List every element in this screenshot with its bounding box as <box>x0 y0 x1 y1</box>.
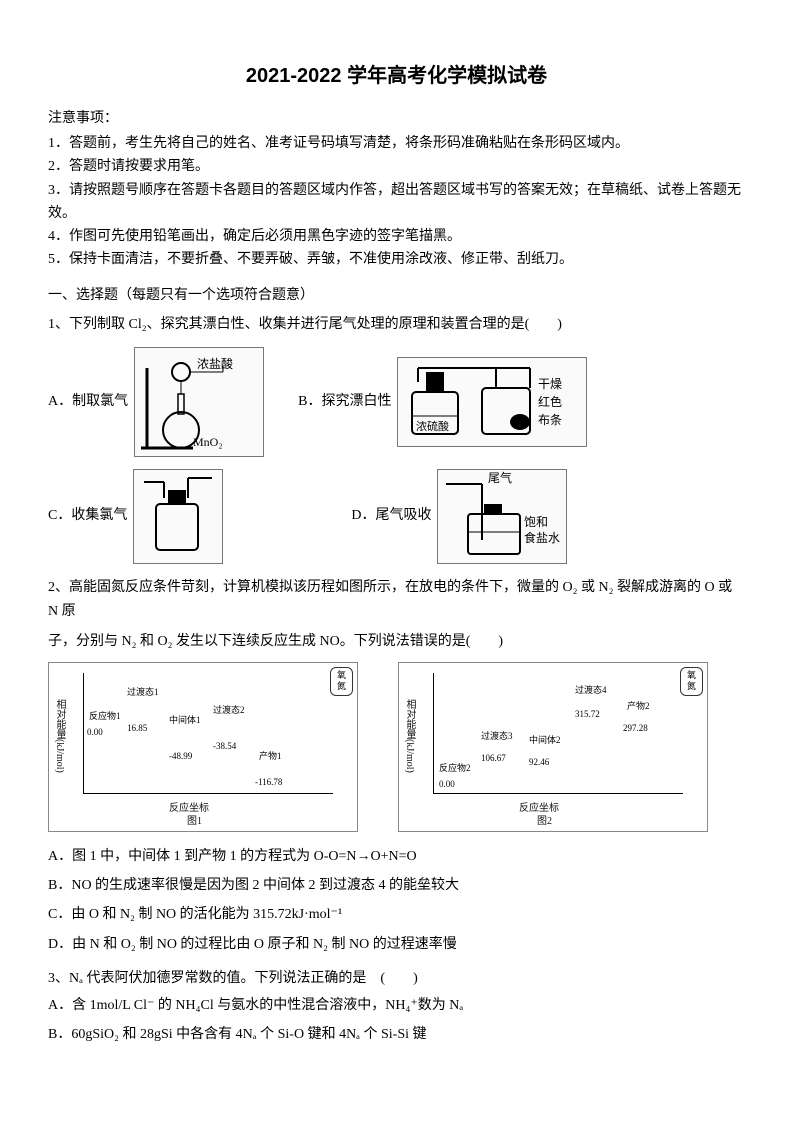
q2-text1: 2、高能固氮反应条件苛刻，计算机模拟该历程如图所示，在放电的条件下，微量的 O₂… <box>48 576 745 624</box>
c1-v4: -116.78 <box>255 775 282 789</box>
notice-4: 4．作图可先使用铅笔画出，确定后必须用黑色字迹的签字笔描黑。 <box>48 225 745 248</box>
q1-a-top-text: 浓盐酸 <box>197 356 233 371</box>
q2-chart-1: 相对能量(kJ/mol) 氧 氮 反应物1 0.00 过渡态1 16.85 中间… <box>48 662 358 832</box>
q2-opt-c: C．由 O 和 N₂ 制 NO 的活化能为 315.72kJ·mol⁻¹ <box>48 900 745 929</box>
c1-legend: 氧 氮 <box>330 667 353 696</box>
q1-d-top: 尾气 <box>488 470 512 485</box>
question-1: 1、下列制取 Cl₂、探究其漂白性、收集并进行尾气处理的原理和装置合理的是( )… <box>48 313 745 564</box>
c1-legend-o: 氧 <box>337 670 346 682</box>
c1-ts2: 过渡态2 <box>213 703 245 717</box>
q2-text2: 子，分别与 N₂ 和 O₂ 发生以下连续反应生成 NO。下列说法错误的是( ) <box>48 630 745 654</box>
notice-3: 3．请按照题号顺序在答题卡各题目的答题区域内作答，超出答题区域书写的答案无效；在… <box>48 179 745 225</box>
q1-d-mid: 饱和 <box>524 514 548 529</box>
q1-b-left: 浓硫酸 <box>416 419 449 433</box>
c2-zero: 0.00 <box>439 777 455 791</box>
q1-b-diagram: 浓硫酸 干燥 红色 布条 <box>397 357 587 447</box>
q1-a-label: A．制取氯气 <box>48 391 128 413</box>
q1-b-r3: 布条 <box>538 413 562 427</box>
c1-v2: -48.99 <box>169 749 192 763</box>
q2-opt-a: A．图 1 中，中间体 1 到产物 1 的方程式为 O-O=N→O+N=O <box>48 842 745 871</box>
notice-2: 2．答题时请按要求用笔。 <box>48 155 745 178</box>
c1-zero: 0.00 <box>87 725 103 739</box>
c1-ts1: 过渡态1 <box>127 685 159 699</box>
c2-prod: 产物2 <box>627 699 650 713</box>
c2-ts4: 过渡态4 <box>575 683 607 697</box>
q3-opt-b: B．60gSiO₂ 和 28gSi 中各含有 4Nₐ 个 Si-O 键和 4Nₐ… <box>48 1020 745 1049</box>
q1-d-label: D．尾气吸收 <box>351 505 431 527</box>
notice-1: 1．答题前，考生先将自己的姓名、准考证号码填写清楚，将条形码准确粘贴在条形码区域… <box>48 132 745 155</box>
q1-opt-c: C．收集氯气 <box>48 469 223 564</box>
section-1-head: 一、选择题（每题只有一个选项符合题意） <box>48 285 745 307</box>
q2-opt-b: B．NO 的生成速率很慢是因为图 2 中间体 2 到过渡态 4 的能垒较大 <box>48 871 745 900</box>
c1-v3: -38.54 <box>213 739 236 753</box>
q2-opt-d: D．由 N 和 O₂ 制 NO 的过程比由 O 原子和 N₂ 制 NO 的过程速… <box>48 930 745 959</box>
c2-legend-n: 氮 <box>687 681 696 693</box>
c2-legend: 氧 氮 <box>680 667 703 696</box>
notice-list: 1．答题前，考生先将自己的姓名、准考证号码填写清楚，将条形码准确粘贴在条形码区域… <box>48 132 745 271</box>
c2-legend-o: 氧 <box>687 670 696 682</box>
c2-v2: 92.46 <box>529 755 549 769</box>
c2-v1: 106.67 <box>481 751 506 765</box>
q2-charts: 相对能量(kJ/mol) 氧 氮 反应物1 0.00 过渡态1 16.85 中间… <box>48 662 745 832</box>
q1-c-diagram <box>133 469 223 564</box>
question-2: 2、高能固氮反应条件苛刻，计算机模拟该历程如图所示，在放电的条件下，微量的 O₂… <box>48 576 745 959</box>
q1-a-diagram: 浓盐酸 MnO₂ <box>134 347 264 457</box>
q1-row-ab: A．制取氯气 浓盐酸 MnO₂ B．探究漂白性 <box>48 347 745 457</box>
notice-head: 注意事项： <box>48 108 745 130</box>
q1-d-bot: 食盐水 <box>524 530 560 545</box>
c2-sub: 图2 <box>537 814 552 830</box>
q1-opt-d: D．尾气吸收 尾气 饱和 食盐水 <box>351 469 567 564</box>
q1-opt-a: A．制取氯气 浓盐酸 MnO₂ <box>48 347 264 457</box>
c2-v3: 315.72 <box>575 707 600 721</box>
c1-legend-n: 氮 <box>337 681 346 693</box>
c2-mid2: 中间体2 <box>529 733 561 747</box>
c1-sub: 图1 <box>187 814 202 830</box>
question-3: 3、Nₐ 代表阿伏加德罗常数的值。下列说法正确的是 ( ) A．含 1mol/L… <box>48 967 745 1050</box>
c2-ylabel: 相对能量(kJ/mol) <box>401 699 417 773</box>
c2-reactant: 反应物2 <box>439 761 471 775</box>
q3-opt-a: A．含 1mol/L Cl⁻ 的 NH₄Cl 与氨水的中性混合溶液中，NH₄⁺数… <box>48 991 745 1020</box>
c2-ts3: 过渡态3 <box>481 729 513 743</box>
q3-text: 3、Nₐ 代表阿伏加德罗常数的值。下列说法正确的是 ( ) <box>48 967 745 991</box>
q1-c-label: C．收集氯气 <box>48 505 127 527</box>
q2-chart-2: 相对能量(kJ/mol) 氧 氮 反应物2 0.00 过渡态3 106.67 中… <box>398 662 708 832</box>
c1-v1: 16.85 <box>127 721 147 735</box>
q1-b-r1: 干燥 <box>538 377 562 391</box>
c1-ylabel: 相对能量(kJ/mol) <box>51 699 67 773</box>
page-title: 2021-2022 学年高考化学模拟试卷 <box>48 60 745 92</box>
c1-prod: 产物1 <box>259 749 282 763</box>
q1-opt-b: B．探究漂白性 浓硫酸 干燥 红色 布条 <box>298 357 587 447</box>
c1-mid1: 中间体1 <box>169 713 201 727</box>
q1-b-r2: 红色 <box>538 394 562 409</box>
q1-text: 1、下列制取 Cl₂、探究其漂白性、收集并进行尾气处理的原理和装置合理的是( ) <box>48 313 745 337</box>
q1-d-diagram: 尾气 饱和 食盐水 <box>437 469 567 564</box>
c1-reactant: 反应物1 <box>89 709 121 723</box>
c2-v4: 297.28 <box>623 721 648 735</box>
q1-a-bot-text: MnO₂ <box>193 435 223 449</box>
q1-b-label: B．探究漂白性 <box>298 391 391 413</box>
notice-5: 5．保持卡面清洁，不要折叠、不要弄破、弄皱，不准使用涂改液、修正带、刮纸刀。 <box>48 248 745 271</box>
q1-row-cd: C．收集氯气 D．尾气吸收 <box>48 469 745 564</box>
